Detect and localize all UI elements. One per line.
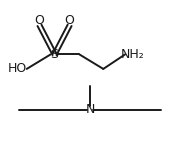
Text: NH₂: NH₂ (121, 48, 145, 61)
Text: S: S (51, 48, 58, 61)
Text: N: N (85, 103, 95, 116)
Text: HO: HO (8, 62, 28, 75)
Text: O: O (65, 14, 75, 27)
Text: O: O (35, 14, 44, 27)
